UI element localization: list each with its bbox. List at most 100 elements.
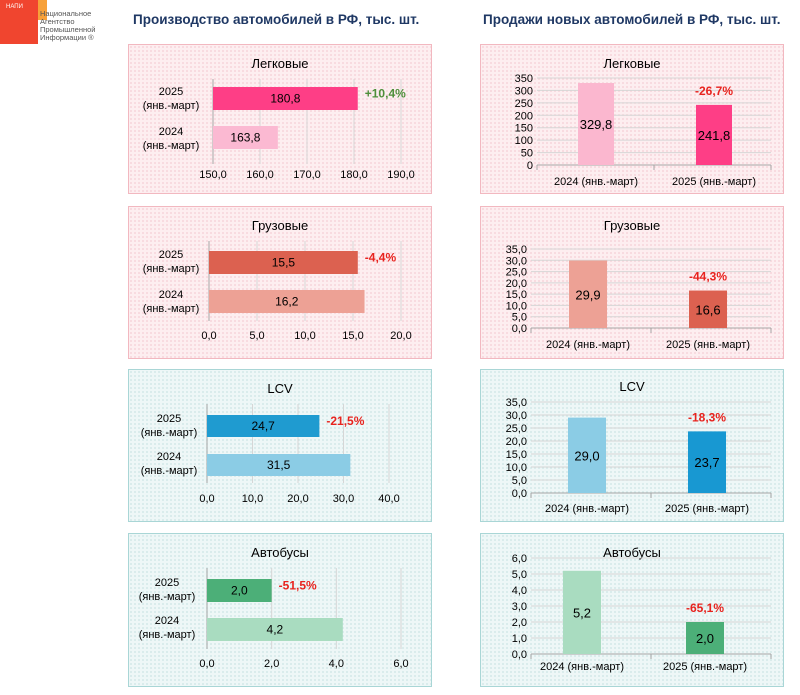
tick-label: 150 bbox=[515, 123, 533, 135]
tick-label: 6,0 bbox=[512, 553, 527, 565]
tick-label: 0,0 bbox=[512, 649, 527, 661]
category-label-2024: 2024 (янв.-март) bbox=[138, 615, 196, 641]
category-label: 2024 (янв.-март) bbox=[546, 339, 630, 351]
logo-line: Агентство bbox=[40, 17, 75, 26]
chart-plot: 150,0 160,0 170,0 180,0 190,0 180,8 +10,4% 163,… bbox=[199, 79, 415, 181]
tick-label: 25,0 bbox=[506, 267, 527, 279]
change-label: -51,5% bbox=[279, 579, 317, 593]
tick-label: 4,0 bbox=[329, 658, 344, 670]
data-label: 2,0 bbox=[231, 584, 248, 598]
data-label: 29,0 bbox=[574, 448, 599, 463]
data-label: 23,7 bbox=[694, 455, 719, 470]
chart-plot: 0,05,010,015,020,025,030,035,0 29,9 2024 (… bbox=[506, 244, 772, 351]
chart-title: Автобусы bbox=[251, 545, 309, 560]
tick-label: 0,0 bbox=[199, 493, 214, 505]
tick-label: 15,0 bbox=[506, 289, 527, 301]
tick-label: 0 bbox=[527, 160, 533, 172]
logo-line: Национальное bbox=[40, 9, 92, 18]
category-label-2024: 2024 (янв.-март) bbox=[142, 126, 200, 152]
data-label: 180,8 bbox=[270, 92, 300, 106]
tick-label: 30,0 bbox=[506, 410, 527, 422]
logo-orange-square bbox=[38, 0, 47, 20]
bar bbox=[689, 290, 727, 328]
tick-label: 190,0 bbox=[387, 169, 415, 181]
chart-title: Легковые bbox=[603, 56, 661, 71]
tick-label: 1,0 bbox=[512, 633, 527, 645]
data-label: 163,8 bbox=[230, 131, 260, 145]
tick-label: 50 bbox=[521, 148, 533, 160]
tick-label: 0,0 bbox=[201, 330, 216, 342]
tick-label: 180,0 bbox=[340, 169, 368, 181]
production-chart-trucks: Грузовые 2025 (янв.-март) 2024 (янв.-март)… bbox=[128, 206, 432, 359]
category-label: 2025 (янв.-март) bbox=[672, 176, 756, 188]
logo-abbr: НАПИ bbox=[6, 4, 23, 10]
tick-label: 170,0 bbox=[293, 169, 321, 181]
sales-header: Продажи новых автомобилей в РФ, тыс. шт. bbox=[483, 12, 781, 27]
chart-title: Грузовые bbox=[251, 218, 309, 233]
chart-plot: 0,0 1,0 2,0 3,0 4,0 5,0 6,0 5,2 2024 (янв.-март)… bbox=[512, 553, 772, 673]
bar bbox=[207, 454, 351, 476]
logo-text: Национальное Агентство Промышленной Инфо… bbox=[40, 10, 96, 42]
chart-title: LCV bbox=[619, 379, 645, 394]
bar bbox=[568, 417, 606, 493]
tick-label: 10,0 bbox=[506, 462, 527, 474]
chart-plot: 0,0 10,0 20,0 30,0 40,0 24,7 -21,5% 31,5 bbox=[199, 404, 400, 505]
tick-label: 15,0 bbox=[506, 449, 527, 461]
tick-label: 5,0 bbox=[512, 312, 527, 324]
chart-title: Автобусы bbox=[603, 545, 661, 560]
change-label: -65,1% bbox=[686, 601, 724, 615]
bar bbox=[578, 83, 614, 165]
change-label: -18,3% bbox=[688, 410, 726, 424]
data-label: 4,2 bbox=[267, 623, 284, 637]
data-label: 16,2 bbox=[275, 295, 299, 309]
data-label: 31,5 bbox=[267, 458, 291, 472]
data-label: 24,7 bbox=[252, 419, 276, 433]
tick-label: 250 bbox=[515, 98, 533, 110]
logo-line: Информации ® bbox=[40, 33, 94, 42]
tick-label: 4,0 bbox=[512, 585, 527, 597]
bar bbox=[207, 415, 320, 437]
production-header: Производство автомобилей в РФ, тыс. шт. bbox=[133, 12, 420, 27]
tick-label: 20,0 bbox=[287, 493, 308, 505]
change-label: -21,5% bbox=[326, 414, 364, 428]
bar bbox=[209, 251, 358, 274]
logo-line: Промышленной bbox=[40, 25, 96, 34]
tick-label: 30,0 bbox=[506, 255, 527, 267]
tick-label: 6,0 bbox=[393, 658, 408, 670]
bar bbox=[563, 570, 601, 654]
change-label: +10,4% bbox=[365, 87, 406, 101]
category-label-2025: 2025 (янв.-март) bbox=[138, 577, 196, 603]
tick-label: 40,0 bbox=[378, 493, 399, 505]
tick-label: 15,0 bbox=[342, 330, 363, 342]
category-label: 2024 (янв.-март) bbox=[545, 503, 629, 515]
tick-label: 5,0 bbox=[512, 475, 527, 487]
change-label: -44,3% bbox=[689, 270, 727, 284]
tick-label: 0,0 bbox=[512, 323, 527, 335]
chart-title: LCV bbox=[267, 381, 293, 396]
tick-label: 20,0 bbox=[390, 330, 411, 342]
tick-label: 2,0 bbox=[512, 617, 527, 629]
bar bbox=[569, 260, 607, 328]
category-label: 2024 (янв.-март) bbox=[540, 661, 624, 673]
category-label: 2024 (янв.-март) bbox=[554, 176, 638, 188]
sales-chart-lcv: LCV 0,0 5,0 10,0 15,0 20,0 25,0 30,0 35,0 29,0 20… bbox=[480, 369, 784, 522]
napi-logo: НАПИ Национальное Агентство Промышленной… bbox=[0, 0, 130, 45]
category-label-2024: 2024 (янв.-март) bbox=[140, 451, 198, 477]
data-label: 2,0 bbox=[696, 631, 714, 646]
change-label: -4,4% bbox=[365, 251, 397, 265]
tick-label: 3,0 bbox=[512, 601, 527, 613]
data-label: 329,8 bbox=[580, 117, 613, 132]
sales-chart-buses: Автобусы 0,0 1,0 2,0 3,0 4,0 5,0 6,0 5,2 2024 (я… bbox=[480, 533, 784, 687]
category-label: 2025 (янв.-март) bbox=[665, 503, 749, 515]
bar bbox=[207, 579, 272, 602]
tick-label: 150,0 bbox=[199, 169, 227, 181]
data-label: 241,8 bbox=[698, 128, 731, 143]
chart-plot: 0,05,010,015,020,025,030,035,0 29,0 2024 (… bbox=[506, 397, 772, 515]
data-label: 16,6 bbox=[695, 302, 720, 317]
tick-label: 20,0 bbox=[506, 436, 527, 448]
data-label: 15,5 bbox=[272, 256, 296, 270]
bar bbox=[213, 126, 278, 149]
tick-label: 0,0 bbox=[512, 488, 527, 500]
category-label: 2025 (янв.-март) bbox=[663, 661, 747, 673]
